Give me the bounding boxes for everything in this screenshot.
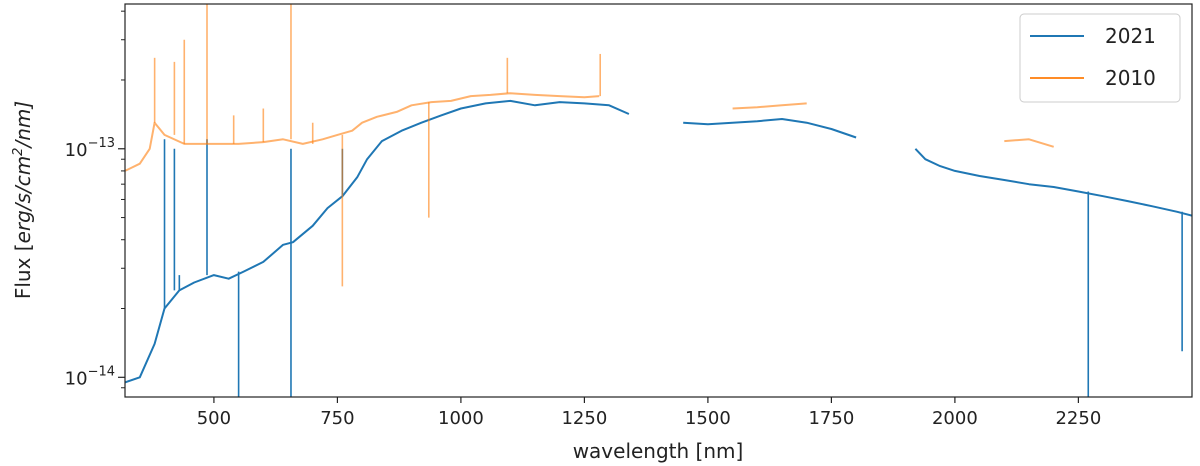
plot-frame: [124, 3, 1193, 398]
x-tick-label: 500: [197, 408, 231, 429]
x-axis-label: wavelength [nm]: [573, 439, 744, 463]
x-tick-label: 2250: [1055, 408, 1101, 429]
y-tick-label: 10−13: [65, 136, 115, 161]
series-layer: [125, 4, 1192, 397]
y-axis-label-prefix: Flux [: [11, 243, 35, 299]
x-tick-label: 2000: [932, 408, 978, 429]
legend-label-2021: 2021: [1105, 24, 1156, 48]
x-tick-label: 1500: [685, 408, 731, 429]
series-2010-segment-1: [732, 102, 807, 110]
y-axis-label-unit: erg/s/cm: [11, 156, 35, 244]
y-axis-ticks: 10−13 10−14: [65, 10, 125, 389]
series-2010-segment-0: [125, 92, 600, 172]
series-2010: [125, 4, 1054, 287]
y-axis-label-exp: 2: [11, 148, 26, 156]
legend: 2021 2010: [1019, 13, 1181, 103]
y-tick-label: 10−14: [65, 364, 115, 389]
x-tick-label: 1750: [808, 408, 854, 429]
y-axis-label: Flux [erg/s/cm2/nm]: [11, 101, 35, 299]
legend-label-2010: 2010: [1105, 66, 1156, 90]
plot-background: [125, 4, 1192, 397]
x-tick-label: 750: [320, 408, 354, 429]
x-tick-label: 1250: [561, 408, 607, 429]
legend-box: [1019, 13, 1181, 103]
series-2021-segment-2: [914, 148, 1192, 217]
x-tick-label: 1000: [438, 408, 484, 429]
y-axis-label-suffix: /nm]: [11, 101, 35, 150]
x-axis-ticks: 500 750 1000 1250 1500 1750 2000 2250: [197, 397, 1101, 429]
series-2021-segment-1: [683, 118, 857, 139]
series-2010-segment-2: [1004, 138, 1054, 148]
